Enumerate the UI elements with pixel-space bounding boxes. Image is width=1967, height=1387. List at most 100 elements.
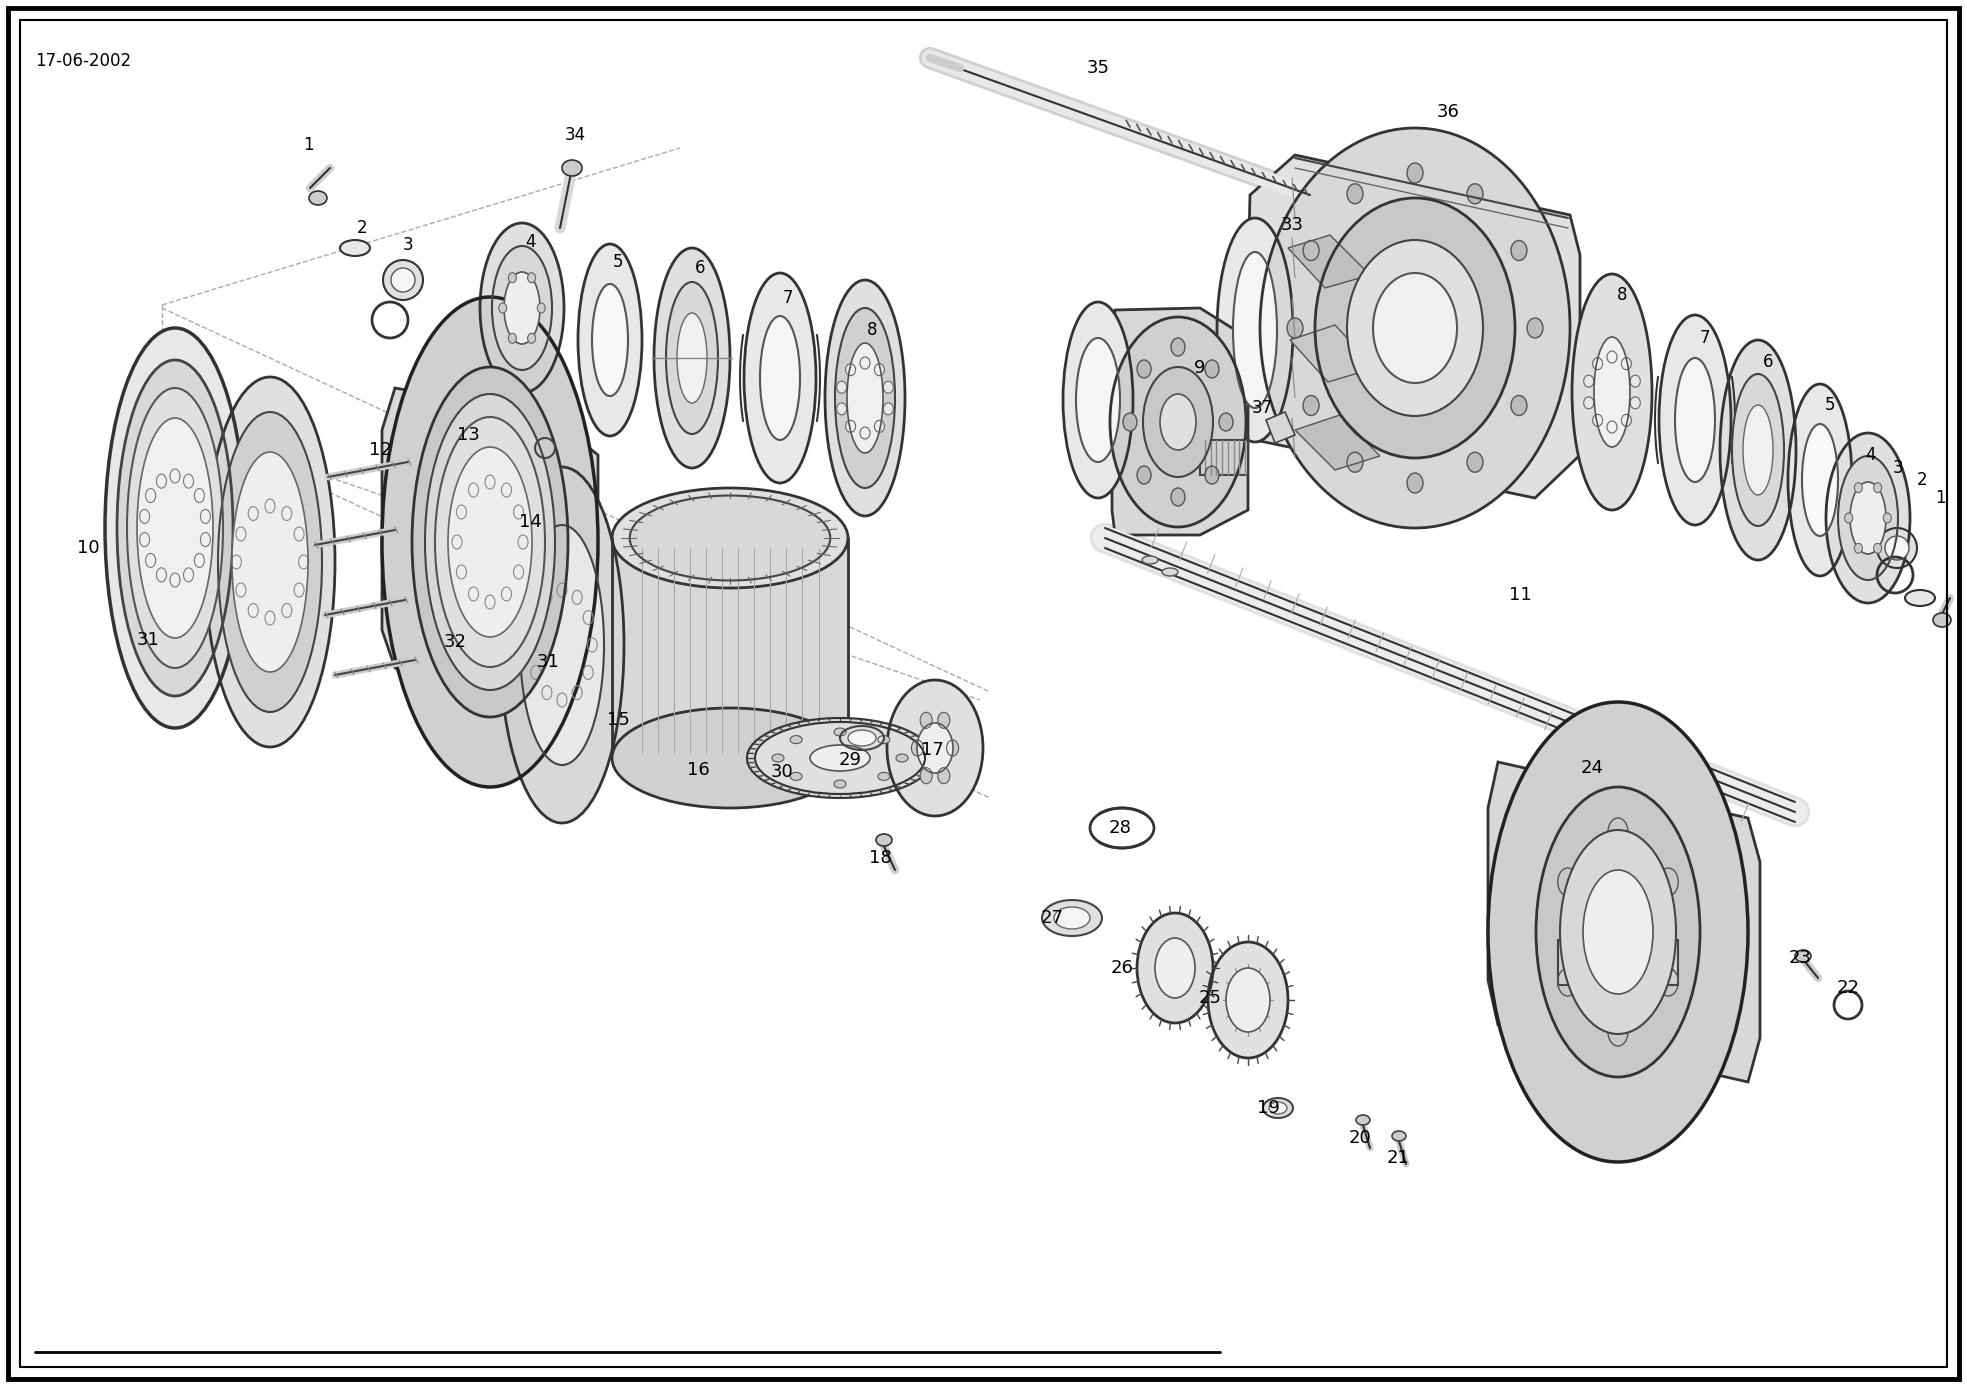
Polygon shape (1288, 234, 1369, 288)
Text: 6: 6 (1762, 354, 1772, 370)
Ellipse shape (435, 417, 545, 667)
Polygon shape (1267, 412, 1294, 442)
Polygon shape (1487, 761, 1760, 1082)
Ellipse shape (1658, 868, 1678, 896)
Ellipse shape (1743, 405, 1772, 495)
Text: 17-06-2002: 17-06-2002 (35, 51, 132, 69)
Ellipse shape (1796, 950, 1812, 963)
Text: 37: 37 (1251, 399, 1273, 417)
Ellipse shape (1875, 483, 1882, 492)
Ellipse shape (897, 755, 909, 761)
Ellipse shape (612, 707, 848, 809)
Ellipse shape (848, 730, 875, 746)
Ellipse shape (1572, 275, 1652, 510)
Text: 10: 10 (77, 540, 98, 558)
Ellipse shape (1347, 240, 1483, 416)
Ellipse shape (1845, 513, 1853, 523)
Ellipse shape (169, 469, 181, 483)
Ellipse shape (541, 591, 553, 605)
Ellipse shape (1220, 413, 1233, 431)
Ellipse shape (1043, 900, 1102, 936)
Ellipse shape (1593, 358, 1603, 370)
Ellipse shape (183, 567, 193, 583)
Ellipse shape (1526, 318, 1542, 338)
Ellipse shape (1062, 302, 1133, 498)
Text: 13: 13 (456, 426, 480, 444)
Ellipse shape (846, 363, 856, 376)
Ellipse shape (860, 427, 869, 440)
Ellipse shape (883, 381, 893, 393)
Ellipse shape (1536, 786, 1699, 1076)
Ellipse shape (747, 718, 932, 798)
Ellipse shape (1851, 483, 1886, 553)
Ellipse shape (1631, 376, 1640, 387)
Text: 26: 26 (1111, 958, 1133, 976)
Ellipse shape (771, 755, 785, 761)
Ellipse shape (456, 565, 466, 578)
Text: 1: 1 (1936, 490, 1945, 508)
Ellipse shape (201, 533, 210, 546)
Ellipse shape (1286, 318, 1302, 338)
Ellipse shape (482, 617, 498, 637)
Ellipse shape (1137, 361, 1151, 379)
Ellipse shape (500, 302, 507, 313)
Ellipse shape (502, 483, 511, 497)
Text: 28: 28 (1109, 818, 1131, 836)
Ellipse shape (500, 467, 624, 822)
Ellipse shape (128, 388, 222, 669)
Ellipse shape (140, 509, 149, 523)
Polygon shape (1200, 440, 1247, 474)
Text: 5: 5 (1825, 397, 1835, 413)
Ellipse shape (295, 583, 305, 596)
Ellipse shape (1170, 338, 1184, 356)
Ellipse shape (527, 333, 535, 344)
Polygon shape (1294, 415, 1381, 470)
Ellipse shape (456, 505, 466, 519)
Ellipse shape (169, 573, 181, 587)
Ellipse shape (537, 302, 545, 313)
Text: 22: 22 (1837, 979, 1859, 997)
Ellipse shape (846, 420, 856, 433)
Ellipse shape (146, 488, 155, 502)
Ellipse shape (299, 555, 309, 569)
Polygon shape (1111, 308, 1247, 535)
Ellipse shape (1355, 1115, 1369, 1125)
Ellipse shape (480, 223, 565, 393)
Ellipse shape (1143, 556, 1159, 565)
Ellipse shape (592, 284, 627, 397)
Ellipse shape (1511, 240, 1526, 261)
Ellipse shape (921, 713, 932, 728)
Text: 19: 19 (1257, 1099, 1279, 1117)
Ellipse shape (1802, 424, 1837, 535)
Ellipse shape (1877, 528, 1918, 569)
Ellipse shape (860, 356, 869, 369)
Ellipse shape (1225, 968, 1271, 1032)
Ellipse shape (513, 505, 523, 519)
Ellipse shape (1676, 358, 1715, 483)
Text: 5: 5 (614, 252, 624, 270)
Ellipse shape (1123, 413, 1137, 431)
Text: 34: 34 (565, 126, 586, 144)
Ellipse shape (578, 244, 641, 436)
Ellipse shape (1316, 198, 1515, 458)
Ellipse shape (236, 527, 246, 541)
Ellipse shape (1607, 351, 1617, 363)
Ellipse shape (531, 666, 541, 680)
Ellipse shape (1302, 395, 1320, 416)
Ellipse shape (425, 394, 555, 689)
Ellipse shape (1837, 456, 1898, 580)
Ellipse shape (791, 773, 803, 781)
Ellipse shape (572, 685, 582, 699)
Ellipse shape (1170, 488, 1184, 506)
Polygon shape (1290, 325, 1375, 381)
Text: 21: 21 (1387, 1148, 1410, 1166)
Ellipse shape (1904, 589, 1936, 606)
Ellipse shape (883, 402, 893, 415)
Polygon shape (612, 538, 848, 759)
Ellipse shape (629, 495, 830, 581)
Ellipse shape (1263, 1099, 1292, 1118)
Ellipse shape (1269, 1103, 1286, 1114)
Ellipse shape (1302, 240, 1320, 261)
Ellipse shape (1487, 702, 1749, 1162)
Ellipse shape (1467, 452, 1483, 472)
